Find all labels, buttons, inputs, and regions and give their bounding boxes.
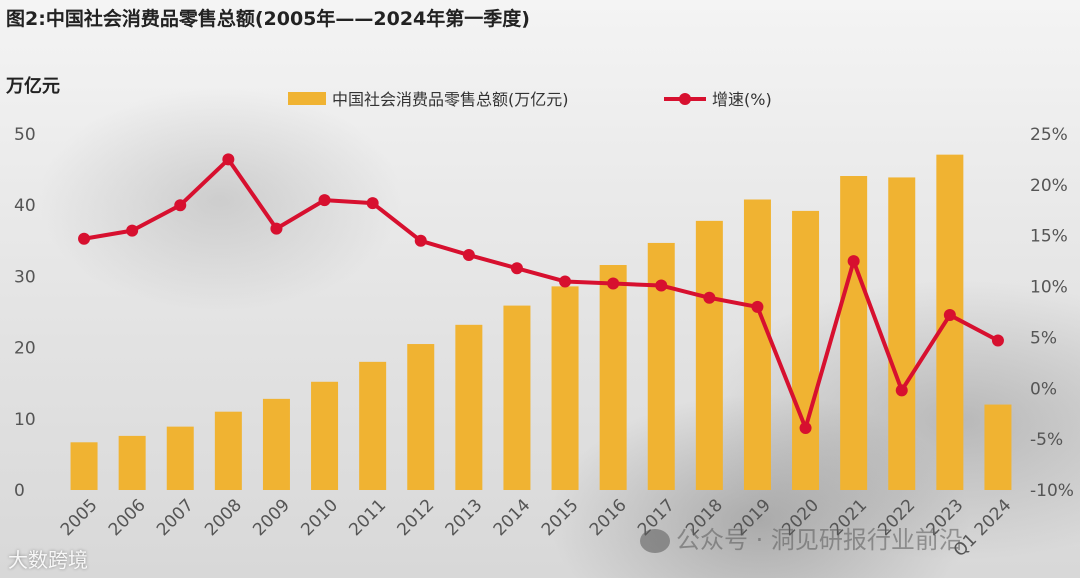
growth-point	[751, 300, 764, 313]
growth-point	[607, 277, 620, 290]
bar	[888, 177, 916, 490]
bar	[311, 381, 339, 490]
x-tick-label: 2013	[442, 495, 487, 540]
bar	[503, 305, 531, 490]
legend: 中国社会消费品零售总额(万亿元) 增速(%)	[288, 90, 772, 109]
growth-point	[414, 234, 427, 247]
legend-line-label: 增速(%)	[712, 90, 772, 109]
growth-line	[83, 157, 999, 430]
x-tick-label: 2016	[586, 495, 631, 540]
growth-point	[991, 334, 1004, 347]
bar-series	[70, 154, 1012, 490]
right-tick-label: 20%	[1030, 176, 1068, 196]
line-series	[78, 153, 1004, 434]
growth-point	[318, 194, 331, 207]
x-tick-label: 2009	[249, 495, 294, 540]
growth-point	[462, 249, 475, 262]
growth-point	[510, 262, 523, 275]
right-tick-label: 10%	[1030, 278, 1068, 298]
legend-bar-swatch	[288, 92, 326, 105]
left-tick-label: 30	[14, 267, 36, 287]
left-tick-label: 50	[14, 125, 36, 145]
bar	[359, 361, 387, 490]
bar	[166, 426, 194, 490]
x-tick-label: 2015	[538, 495, 583, 540]
growth-point	[366, 197, 379, 210]
right-tick-label: -5%	[1030, 430, 1063, 450]
bar	[118, 435, 146, 490]
growth-point	[126, 224, 139, 237]
bar	[743, 199, 771, 490]
growth-point	[270, 222, 283, 235]
bar	[70, 442, 98, 490]
brand-watermark: 大数跨境	[8, 548, 88, 572]
growth-point	[799, 421, 812, 434]
bar	[936, 154, 964, 490]
right-tick-label: 0%	[1030, 379, 1057, 399]
legend-line-marker	[679, 93, 691, 105]
bar	[792, 210, 820, 490]
x-tick-label: 2011	[345, 495, 390, 540]
x-tick-label: 2008	[201, 495, 246, 540]
growth-point	[559, 275, 572, 288]
growth-point	[847, 255, 860, 268]
right-tick-label: 5%	[1030, 328, 1057, 348]
chart-title: 图2:中国社会消费品零售总额(2005年——2024年第一季度)	[6, 8, 530, 30]
left-tick-label: 10	[14, 410, 36, 430]
x-tick-label: 2010	[297, 495, 342, 540]
x-tick-label: 2007	[153, 495, 198, 540]
legend-bar-label: 中国社会消费品零售总额(万亿元)	[332, 90, 569, 109]
growth-point	[78, 232, 91, 245]
bar	[214, 411, 242, 490]
right-tick-label: -10%	[1030, 481, 1074, 501]
bar	[407, 344, 435, 490]
left-axis-unit: 万亿元	[6, 76, 60, 97]
left-tick-label: 20	[14, 339, 36, 359]
bar	[695, 220, 723, 490]
bar	[262, 398, 290, 490]
left-tick-label: 0	[14, 481, 25, 501]
wechat-icon	[640, 529, 670, 553]
wechat-watermark: 公众号 · 洞见研报行业前沿	[640, 520, 963, 555]
bar	[599, 265, 627, 490]
x-tick-label: 2005	[57, 495, 102, 540]
bar	[840, 176, 868, 490]
x-tick-label: 2012	[394, 495, 439, 540]
growth-point	[703, 291, 716, 304]
wechat-watermark-text: 公众号 · 洞见研报行业前沿	[676, 526, 963, 554]
growth-point	[655, 279, 668, 292]
growth-point	[895, 384, 908, 397]
left-tick-label: 40	[14, 196, 36, 216]
right-tick-label: 25%	[1030, 125, 1068, 145]
x-tick-label: 2006	[105, 495, 150, 540]
x-tick-label: 2014	[490, 495, 535, 540]
right-axis: -10% -5% 0% 5% 10% 15% 20% 25%	[1030, 125, 1074, 501]
bar	[551, 286, 579, 490]
growth-point	[174, 199, 187, 212]
bar	[455, 324, 483, 490]
growth-point	[943, 309, 956, 322]
left-axis: 0 10 20 30 40 50	[14, 125, 36, 501]
right-tick-label: 15%	[1030, 227, 1068, 247]
growth-point	[222, 153, 235, 166]
bar	[984, 404, 1012, 490]
